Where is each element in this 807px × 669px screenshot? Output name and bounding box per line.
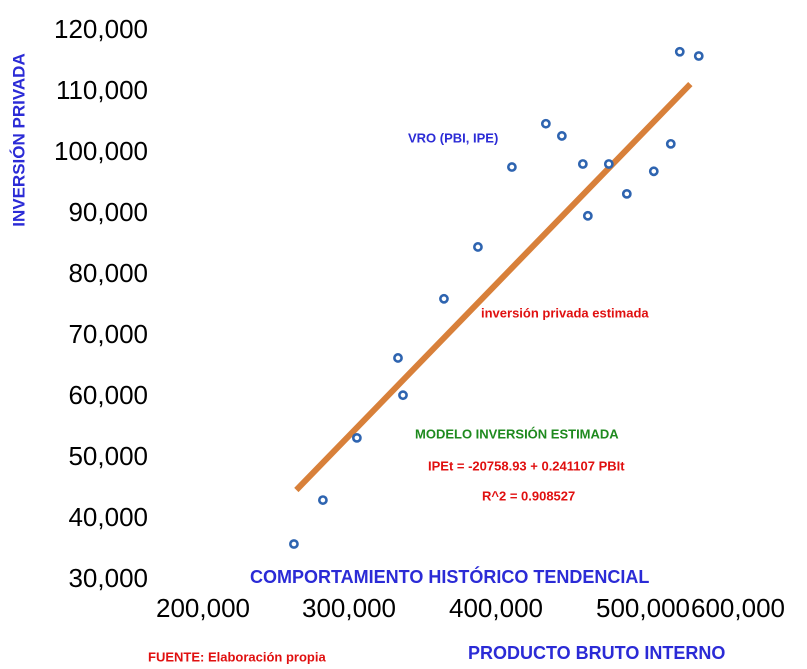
- y-tick-label: 70,000: [68, 319, 148, 349]
- data-point: [439, 293, 449, 304]
- annotation: MODELO INVERSIÓN ESTIMADA: [415, 426, 619, 441]
- y-tick-label: 80,000: [68, 258, 148, 288]
- y-tick-label: 90,000: [68, 197, 148, 227]
- annotation: COMPORTAMIENTO HISTÓRICO TENDENCIAL: [250, 566, 649, 587]
- data-point: [665, 138, 676, 149]
- annotation: FUENTE: Elaboración propia: [148, 649, 326, 664]
- data-point: [621, 188, 632, 199]
- trend-line: [294, 81, 693, 493]
- data-point: [582, 210, 593, 221]
- data-point: [318, 495, 328, 505]
- x-tick-label: 500,000: [596, 593, 690, 623]
- data-point: [648, 166, 659, 177]
- annotation: IPEt = -20758.93 + 0.241107 PBIt: [428, 458, 625, 473]
- x-tick-label: 600,000: [691, 593, 785, 623]
- y-tick-label: 40,000: [68, 502, 148, 532]
- y-tick-label: 110,000: [56, 75, 148, 105]
- data-point: [556, 131, 567, 141]
- data-point: [603, 159, 614, 169]
- data-point: [507, 162, 517, 172]
- series-label: inversión privada estimada: [481, 305, 649, 320]
- data-point: [577, 159, 588, 169]
- y-tick-label: 120,000: [54, 14, 148, 44]
- x-tick-label: 200,000: [156, 593, 250, 623]
- y-tick-label: 100,000: [54, 136, 148, 166]
- data-point: [393, 353, 403, 363]
- y-tick-label: 50,000: [68, 441, 148, 471]
- x-axis-label: PRODUCTO BRUTO INTERNO: [468, 643, 725, 663]
- x-tick-label: 400,000: [449, 593, 543, 623]
- annotation: R^2 = 0.908527: [482, 488, 575, 503]
- y-tick-label: 30,000: [68, 563, 148, 593]
- data-point: [289, 539, 299, 549]
- data-point: [351, 432, 362, 443]
- data-point: [674, 46, 685, 57]
- series-label: VRO (PBI, IPE): [408, 130, 498, 145]
- data-point: [693, 51, 704, 61]
- x-tick-label: 300,000: [302, 593, 396, 623]
- y-tick-label: 60,000: [68, 380, 148, 410]
- y-axis-label: INVERSIÓN PRIVADA: [9, 53, 28, 227]
- data-point: [398, 390, 408, 401]
- data-point: [540, 118, 551, 129]
- data-point: [473, 242, 483, 252]
